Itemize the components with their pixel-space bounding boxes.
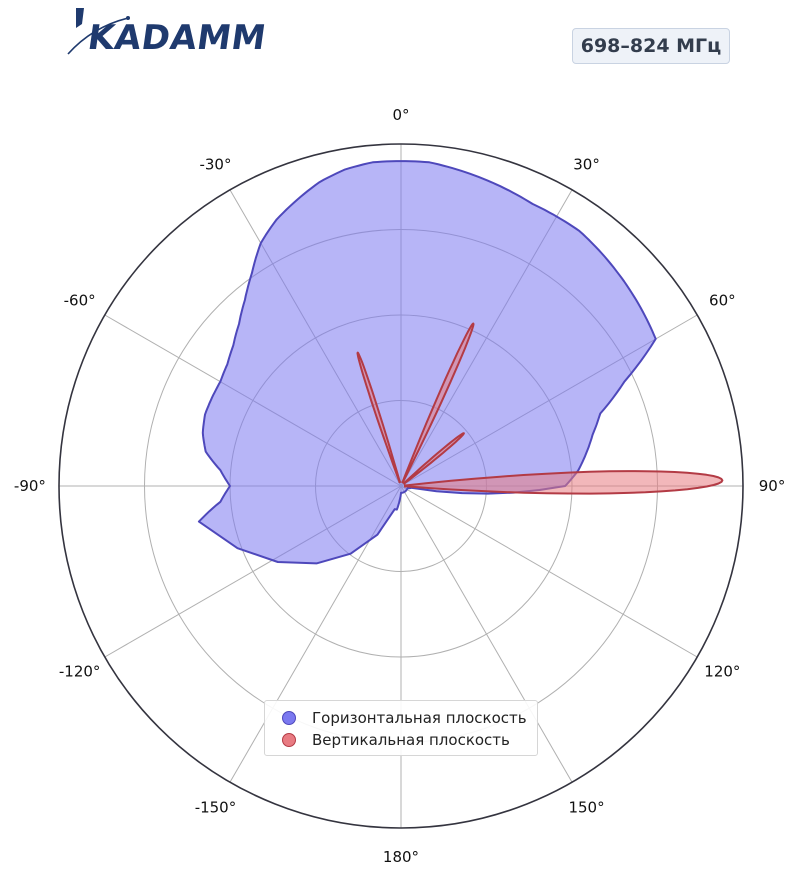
legend-label-horizontal: Горизонтальная плоскость [312, 709, 527, 727]
series-vertical-lobe-0 [356, 351, 401, 484]
legend: Горизонтальная плоскость Вертикальная пл… [264, 700, 538, 756]
logo-mark-icon [76, 8, 84, 28]
frequency-badge: 698–824 МГц [572, 28, 730, 64]
angle-label: -120° [59, 663, 101, 681]
series-horizontal [197, 160, 657, 565]
angle-label: 180° [383, 848, 419, 866]
angle-label: -90° [14, 477, 46, 495]
angle-labels: 0° 30° 60° 90° 120° 150° 180° -150° -120° -90° -60… [14, 106, 785, 866]
grid-spoke-150 [400, 485, 573, 783]
angle-label: -30° [199, 156, 231, 174]
kadamm-logo [67, 8, 130, 55]
polar-outer-ring [58, 143, 744, 829]
angle-label: 120° [704, 663, 740, 681]
angle-label: 30° [573, 156, 600, 174]
legend-label-vertical: Вертикальная плоскость [312, 731, 510, 749]
series-vertical-lobe-1 [401, 322, 475, 484]
logo-swoosh-icon [67, 17, 129, 55]
legend-marker-horizontal [282, 711, 296, 725]
series-vertical-lobe-2 [402, 432, 465, 485]
angle-label: 60° [709, 291, 736, 309]
legend-item-horizontal: Горизонтальная плоскость [265, 707, 527, 729]
axis-layer [58, 143, 744, 829]
grid-spoke-120 [400, 485, 698, 658]
logo-dot-icon [126, 16, 130, 20]
angle-label: -60° [64, 291, 96, 309]
angle-label: 90° [759, 477, 786, 495]
angle-label: -150° [195, 798, 237, 816]
angle-label: 0° [392, 106, 409, 124]
series-layer [197, 160, 724, 565]
series-vertical-lobe-3 [404, 470, 724, 495]
legend-item-vertical: Вертикальная плоскость [265, 729, 510, 751]
angle-label: 150° [568, 798, 604, 816]
legend-marker-vertical [282, 733, 296, 747]
